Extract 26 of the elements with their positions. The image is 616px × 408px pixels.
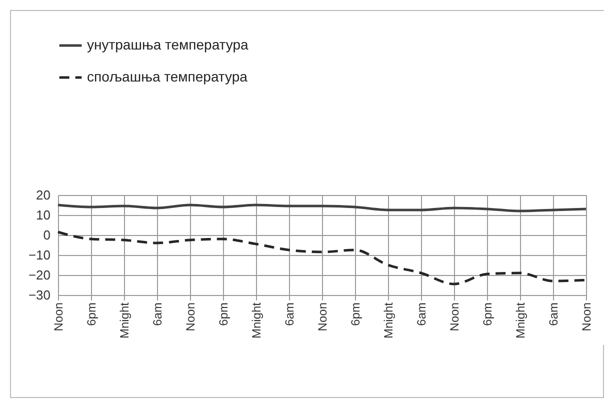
y-tick-label: 0 (43, 228, 50, 242)
x-tick-label: 6pm (216, 302, 230, 326)
x-tick-label: 6pm (480, 302, 494, 326)
y-tick-label: 20 (36, 188, 50, 202)
x-tick-label: Mnight (382, 302, 396, 339)
legend-label: спољашња температура (87, 68, 248, 84)
legend-label: унутрашња температура (87, 36, 248, 52)
line-series (56, 230, 588, 286)
x-tick-label: Noon (184, 302, 198, 332)
x-tick-label: Noon (580, 302, 594, 332)
x-tick-label: Noon (448, 302, 462, 332)
y-tick-label: −20 (28, 268, 50, 282)
y-tick-label: −10 (28, 248, 50, 262)
x-tick-label: 6pm (348, 302, 362, 326)
x-tick-label: 6am (282, 302, 296, 326)
x-tick-label: Mnight (250, 302, 264, 339)
x-tick-label: 6pm (84, 302, 98, 326)
x-tick-label: Mnight (514, 302, 528, 339)
x-tick-label: Noon (52, 302, 66, 332)
x-tick-label: Noon (316, 302, 330, 332)
x-tick-label: 6am (150, 302, 164, 326)
x-tick-label: Mnight (118, 302, 132, 339)
x-tick-label: 6am (546, 302, 560, 326)
y-tick-label: −30 (28, 288, 50, 302)
x-tick-label: 6am (414, 302, 428, 326)
y-tick-label: 10 (36, 208, 50, 222)
